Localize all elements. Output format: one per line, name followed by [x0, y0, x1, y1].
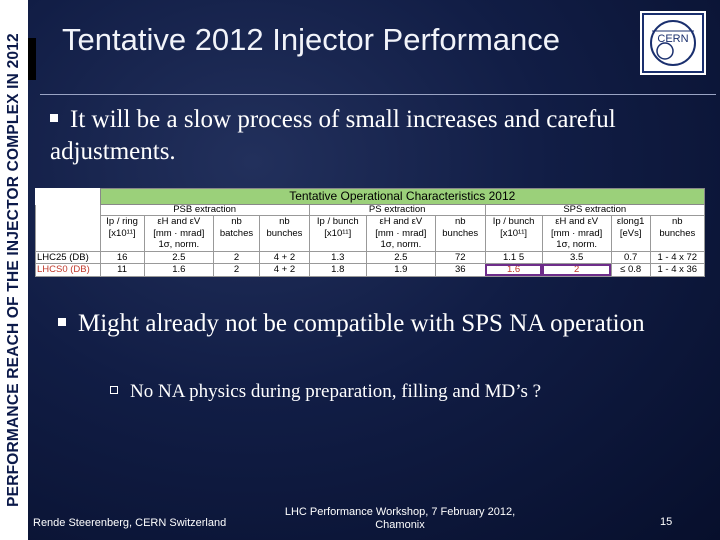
- table-cell: 1.9: [365, 263, 436, 277]
- square-bullet-icon: [58, 318, 66, 327]
- header-cell: Ip / bunch [x10¹¹]: [484, 215, 543, 252]
- header-cell: nb batches: [212, 215, 261, 252]
- footer-author: Rende Steerenberg, CERN Switzerland: [33, 517, 227, 529]
- table-row: LHCS0 (DB) 11 1.6 2 4 + 2 1.8 1.9 36 1.6…: [35, 263, 706, 277]
- table-cell: 1 - 4 x 36: [649, 263, 706, 277]
- header-cell: nb bunches: [649, 215, 706, 252]
- header-cell: Ip / ring [x10¹¹]: [99, 215, 145, 252]
- footer-event-line2: Chamonix: [375, 519, 425, 531]
- table-cell: 2.5: [365, 250, 436, 264]
- bullet-1-text: It will be a slow process of small incre…: [50, 106, 616, 165]
- cern-logo: CERN: [640, 11, 706, 75]
- group-ps: PS extraction: [308, 204, 486, 216]
- table-corner: [36, 189, 101, 205]
- table-cell: 2: [212, 250, 261, 264]
- table-cell: 1.8: [308, 263, 367, 277]
- group-sps: SPS extraction: [484, 204, 706, 216]
- bullet-1: It will be a slow process of small incre…: [50, 104, 690, 168]
- sub-bullet: No NA physics during preparation, fillin…: [110, 381, 541, 403]
- highlighted-cell: 1.6: [484, 263, 543, 277]
- page-number: 15: [660, 516, 673, 528]
- characteristics-table: Tentative Operational Characteristics 20…: [35, 188, 706, 277]
- square-bullet-icon: [50, 114, 58, 123]
- bullet-2-text: Might already not be compatible with SPS…: [78, 310, 645, 337]
- table-cell: 72: [434, 250, 486, 264]
- table-cell: 36: [434, 263, 486, 277]
- table-title: Tentative Operational Characteristics 20…: [99, 188, 705, 205]
- table-cell: 1.6: [143, 263, 214, 277]
- header-cell: εH and εV [mm · mrad] 1σ, norm.: [365, 215, 436, 252]
- table-cell: 2.5: [143, 250, 214, 264]
- table-cell: 2: [212, 263, 261, 277]
- footer-event-line1: LHC Performance Workshop, 7 February 201…: [284, 506, 516, 518]
- sidebar: PERFORMANCE REACH OF THE INJECTOR COMPLE…: [0, 0, 28, 540]
- sidebar-title: PERFORMANCE REACH OF THE INJECTOR COMPLE…: [5, 33, 22, 507]
- footer-event: LHC Performance Workshop, 7 February 201…: [280, 506, 520, 532]
- header-cell: εH and εV [mm · mrad] 1σ, norm.: [541, 215, 612, 252]
- bullet-2: Might already not be compatible with SPS…: [58, 309, 678, 339]
- table-cell: 16: [99, 250, 145, 264]
- group-psb: PSB extraction: [99, 204, 310, 216]
- header-cell: εlong1 [eVs]: [610, 215, 651, 252]
- table-cell: 11: [99, 263, 145, 277]
- table-cell: 0.7: [610, 250, 651, 264]
- row-label: LHC25 (DB): [35, 250, 101, 264]
- highlighted-cell: 2: [541, 263, 612, 277]
- cern-logo-text: CERN: [657, 33, 688, 45]
- sub-bullet-text: No NA physics during preparation, fillin…: [130, 381, 542, 402]
- table-cell: 4 + 2: [259, 263, 310, 277]
- table-cell: 4 + 2: [259, 250, 310, 264]
- hollow-square-bullet-icon: [110, 386, 118, 394]
- table-cell: 1.1 5: [484, 250, 543, 264]
- table-cell: 1.3: [308, 250, 367, 264]
- sidebar-accent: [28, 38, 36, 80]
- row-label: LHCS0 (DB): [35, 263, 101, 277]
- table-cell: 1 - 4 x 72: [649, 250, 706, 264]
- table-row: LHC25 (DB) 16 2.5 2 4 + 2 1.3 2.5 72 1.1…: [35, 250, 706, 264]
- header-cell: nb bunches: [259, 215, 310, 252]
- header-cell: εH and εV [mm · mrad] 1σ, norm.: [143, 215, 214, 252]
- header-cell: Ip / bunch [x10¹¹]: [308, 215, 367, 252]
- table-cell: 3.5: [541, 250, 612, 264]
- table-cell: ≤ 0.8: [610, 263, 651, 277]
- slide-title: Tentative 2012 Injector Performance: [62, 22, 560, 57]
- header-cell: nb bunches: [434, 215, 486, 252]
- title-divider: [40, 94, 716, 95]
